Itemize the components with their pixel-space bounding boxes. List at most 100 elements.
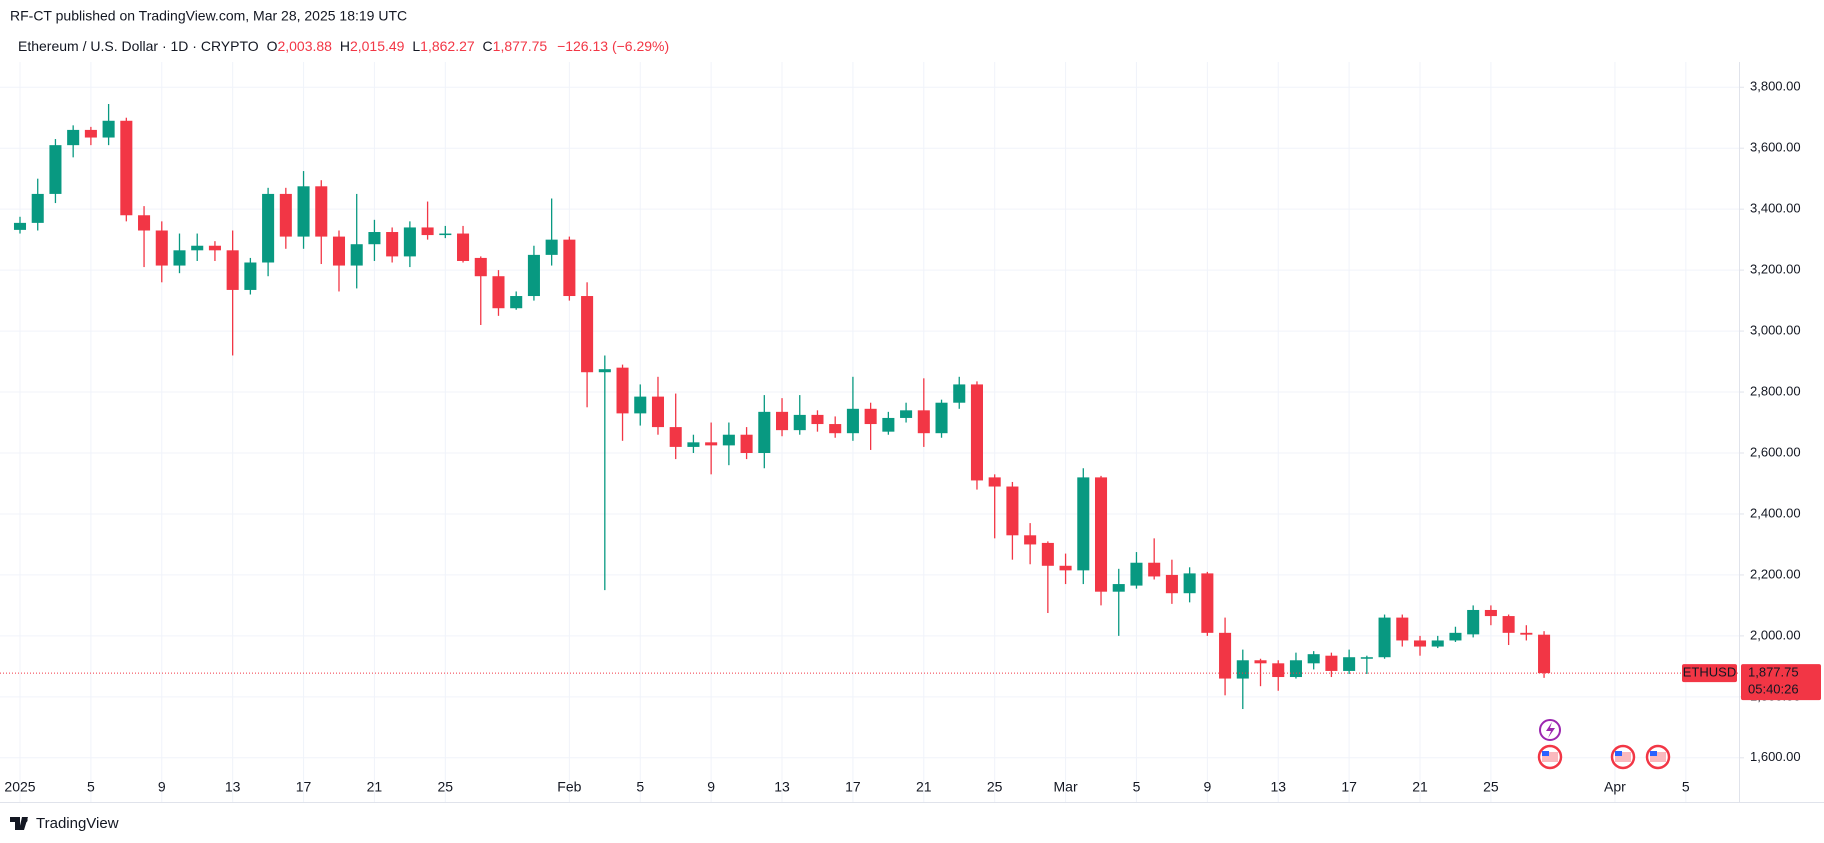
candle-body	[49, 145, 62, 194]
ohlc-value: 1,862.27	[420, 38, 475, 54]
event-bolt	[1546, 722, 1555, 738]
y-tick-label: 2,400.00	[1750, 505, 1801, 520]
x-tick-label: 21	[367, 779, 383, 795]
ohlc-value: 2,015.49	[350, 38, 405, 54]
candle-body	[1307, 654, 1320, 664]
countdown-tag: 05:40:26	[1748, 682, 1799, 697]
candle-body	[1396, 617, 1409, 641]
candle-body	[527, 254, 540, 297]
candle-body	[634, 396, 647, 414]
candle-body	[244, 262, 257, 290]
candle-body	[1360, 657, 1373, 659]
ohlc-label: H	[340, 38, 350, 54]
candle-body	[1413, 640, 1427, 647]
event-flag	[1542, 751, 1549, 756]
candle-body	[953, 384, 966, 403]
y-tick-label: 3,200.00	[1750, 262, 1801, 277]
y-tick-label: 3,400.00	[1750, 201, 1801, 216]
candle-body	[846, 408, 859, 434]
x-tick-label: 25	[438, 779, 454, 795]
candle-body	[226, 250, 239, 290]
candle-body	[1467, 609, 1480, 635]
price-tags: ETHUSD 1,877.75 05:40:26	[0, 664, 1821, 701]
publisher-line: RF-CT published on TradingView.com, Mar …	[10, 8, 407, 24]
candle-body	[1165, 574, 1178, 594]
candle-body	[1041, 542, 1054, 566]
symbol-legend: Ethereum / U.S. Dollar · 1D · CRYPTO O2,…	[18, 38, 669, 54]
candle-body	[811, 414, 824, 425]
y-tick-label: 3,800.00	[1750, 79, 1801, 94]
candle-body	[474, 257, 487, 277]
candle-body	[13, 222, 27, 230]
candle-body	[315, 186, 328, 237]
event-flag	[1650, 751, 1657, 756]
y-tick-label: 3,000.00	[1750, 323, 1801, 338]
candle-body	[722, 434, 735, 446]
y-tick-label: 2,200.00	[1750, 566, 1801, 581]
candle-body	[208, 245, 221, 251]
candle-body	[138, 215, 151, 231]
candle-body	[332, 236, 346, 266]
y-tick-label: 2,600.00	[1750, 444, 1801, 459]
candle-body	[758, 411, 771, 454]
candle-body	[988, 477, 1001, 487]
candle-body	[1431, 640, 1444, 647]
candle-body	[1325, 655, 1338, 671]
candle-body	[616, 367, 629, 414]
x-tick-label: 25	[987, 779, 1003, 795]
candle-body	[1112, 584, 1125, 592]
brand: TradingView	[10, 815, 119, 832]
candle-body	[1130, 562, 1143, 586]
candle-body	[687, 442, 700, 447]
event-flag	[1650, 752, 1666, 762]
candle-body	[155, 230, 168, 266]
candle-body	[1077, 477, 1090, 571]
candle-body	[1502, 616, 1515, 633]
candle-body	[776, 411, 789, 431]
candle-body	[102, 120, 115, 138]
event-flag	[1615, 751, 1622, 756]
candle-body	[1449, 632, 1462, 641]
candle-body	[563, 239, 576, 297]
candle-body	[1289, 660, 1302, 678]
candle-body	[1254, 660, 1267, 664]
candle-body	[386, 232, 399, 257]
candle-body	[651, 396, 665, 428]
candle-body	[581, 296, 594, 373]
grid	[0, 62, 1739, 802]
brand-logo-dot	[22, 817, 28, 823]
candle-body	[598, 369, 611, 373]
candle-body	[900, 410, 913, 418]
price-tag-bg	[1741, 664, 1821, 701]
candle-body	[829, 424, 842, 434]
x-tick-label: 13	[1270, 779, 1286, 795]
candle-body	[368, 232, 381, 245]
candle-body	[1236, 660, 1249, 679]
candle-body	[297, 186, 310, 237]
x-tick-label: 13	[774, 779, 790, 795]
candle-body	[1484, 609, 1497, 617]
candle-body	[421, 227, 434, 236]
x-tick-label: 9	[1203, 779, 1211, 795]
candle-body	[793, 414, 806, 431]
x-tick-label: 17	[296, 779, 312, 795]
event-flag	[1615, 752, 1631, 762]
x-tick-label: 5	[636, 779, 644, 795]
candle-body	[1183, 573, 1196, 594]
candle-body	[439, 233, 452, 236]
ohlc-label: C	[483, 38, 493, 54]
candle-body	[1059, 565, 1072, 571]
candle-body	[1148, 562, 1161, 577]
candle-body	[262, 193, 275, 263]
y-tick-label: 2,800.00	[1750, 383, 1801, 398]
event-flag	[1542, 752, 1558, 762]
x-tick-label: 5	[1133, 779, 1141, 795]
x-tick-label: Mar	[1054, 779, 1078, 795]
candle-body	[545, 239, 558, 255]
candle-body	[279, 193, 292, 237]
x-tick-label: 25	[1483, 779, 1499, 795]
candle-body	[84, 129, 97, 138]
y-tick-label: 3,600.00	[1750, 140, 1801, 155]
candle-body	[1378, 617, 1391, 658]
